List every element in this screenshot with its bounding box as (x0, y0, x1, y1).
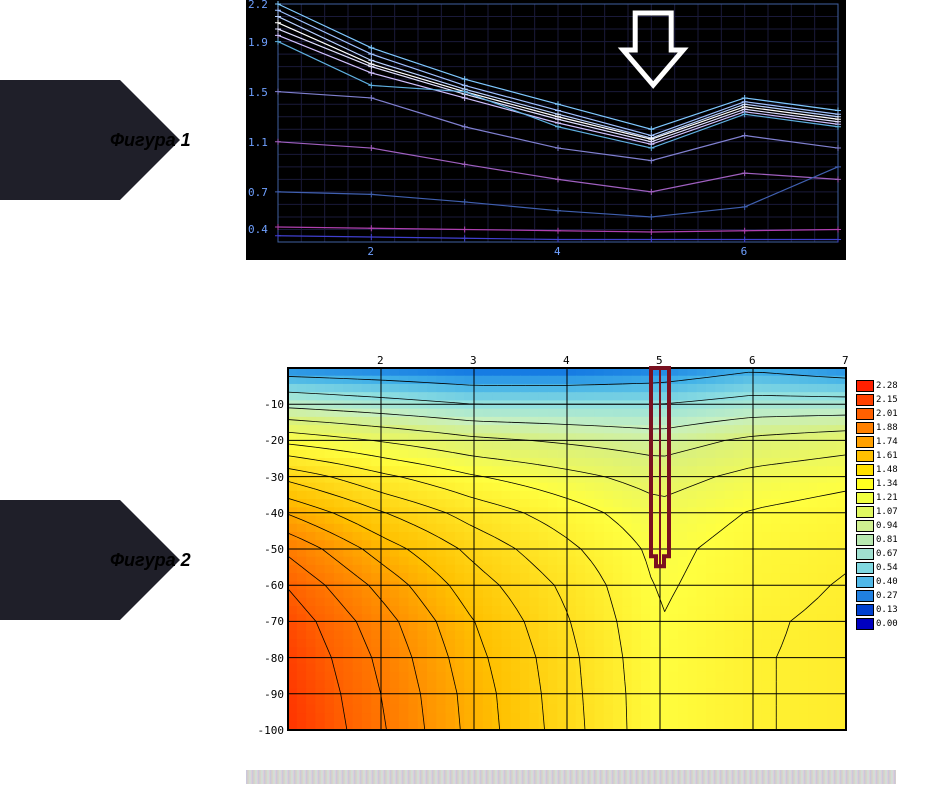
legend-swatch-icon (856, 506, 874, 518)
figure2-legend-item: 1.07 (856, 506, 898, 518)
figure1-line-chart: 0.4 0.7 1.1 1.5 1.9 2.2 2 4 6 (246, 0, 846, 260)
legend-swatch-icon (856, 548, 874, 560)
legend-value: 1.74 (876, 437, 898, 447)
figure2-legend-item: 0.67 (856, 548, 898, 560)
figure2-xtick: 4 (563, 354, 570, 367)
legend-value: 1.34 (876, 479, 898, 489)
legend-value: 0.94 (876, 521, 898, 531)
figure2-legend-item: 0.27 (856, 590, 898, 602)
legend-value: 0.40 (876, 577, 898, 587)
legend-value: 1.61 (876, 451, 898, 461)
legend-swatch-icon (856, 492, 874, 504)
figure1-xtick: 6 (741, 245, 748, 258)
figure2-legend-item: 0.00 (856, 618, 898, 630)
figure2-ytick: -100 (258, 724, 285, 737)
figure2-legend-item: 1.34 (856, 478, 898, 490)
figure2-legend-item: 2.01 (856, 408, 898, 420)
figure1-ytick: 1.5 (248, 86, 268, 99)
figure2-ytick: -80 (264, 652, 284, 665)
figure2-ytick: -60 (264, 579, 284, 592)
figure2-heatmap: -10 -20 -30 -40 -50 -60 -70 -80 -90 -100 2 3 4 5 6 7 2.2… (246, 350, 896, 740)
legend-value: 2.28 (876, 381, 898, 391)
legend-swatch-icon (856, 618, 874, 630)
legend-value: 0.81 (876, 535, 898, 545)
legend-value: 2.01 (876, 409, 898, 419)
figure2-xtick: 5 (656, 354, 663, 367)
figure2-legend-item: 2.28 (856, 380, 898, 392)
legend-swatch-icon (856, 534, 874, 546)
figure2-legend-item: 1.74 (856, 436, 898, 448)
figure2-legend-item: 0.13 (856, 604, 898, 616)
figure2-legend-item: 1.61 (856, 450, 898, 462)
figure2-pointer-badge (0, 500, 120, 620)
legend-value: 0.54 (876, 563, 898, 573)
figure2-legend-item: 2.15 (856, 394, 898, 406)
figure2-ytick: -90 (264, 688, 284, 701)
figure2-ytick: -50 (264, 543, 284, 556)
figure1-ytick: 1.1 (248, 136, 268, 149)
legend-value: 0.27 (876, 591, 898, 601)
legend-swatch-icon (856, 576, 874, 588)
legend-value: 1.21 (876, 493, 898, 503)
legend-value: 0.00 (876, 619, 898, 629)
figure2-xtick: 6 (749, 354, 756, 367)
figure2-xtick: 2 (377, 354, 384, 367)
legend-value: 0.67 (876, 549, 898, 559)
figure1-pointer-badge (0, 80, 120, 200)
legend-swatch-icon (856, 422, 874, 434)
figure2-xtick: 3 (470, 354, 477, 367)
figure2-legend-item: 1.21 (856, 492, 898, 504)
figure2-legend-item: 1.88 (856, 422, 898, 434)
figure2-xtick: 7 (842, 354, 849, 367)
legend-value: 1.48 (876, 465, 898, 475)
figure2-legend-item: 0.40 (856, 576, 898, 588)
figure2-ytick: -40 (264, 507, 284, 520)
noise-strip (246, 770, 896, 784)
legend-swatch-icon (856, 590, 874, 602)
figure2-ytick: -20 (264, 434, 284, 447)
figure1-xtick: 4 (554, 245, 561, 258)
legend-swatch-icon (856, 604, 874, 616)
legend-swatch-icon (856, 562, 874, 574)
figure1-label: Фигура 1 (110, 130, 191, 151)
legend-swatch-icon (856, 450, 874, 462)
legend-swatch-icon (856, 464, 874, 476)
figure2-label: Фигура 2 (110, 550, 191, 571)
legend-swatch-icon (856, 436, 874, 448)
legend-value: 2.15 (876, 395, 898, 405)
figure1-ytick: 2.2 (248, 0, 268, 11)
figure1-ytick: 1.9 (248, 36, 268, 49)
figure2-legend-item: 0.81 (856, 534, 898, 546)
figure2-ytick: -70 (264, 615, 284, 628)
figure1-ytick: 0.7 (248, 186, 268, 199)
figure2-ytick: -10 (264, 398, 284, 411)
legend-value: 1.88 (876, 423, 898, 433)
figure2-legend-item: 0.54 (856, 562, 898, 574)
legend-swatch-icon (856, 380, 874, 392)
legend-swatch-icon (856, 408, 874, 420)
figure1-ytick: 0.4 (248, 223, 268, 236)
figure2-legend-item: 1.48 (856, 464, 898, 476)
legend-swatch-icon (856, 394, 874, 406)
figure2-legend-item: 0.94 (856, 520, 898, 532)
legend-swatch-icon (856, 478, 874, 490)
legend-swatch-icon (856, 520, 874, 532)
legend-value: 0.13 (876, 605, 898, 615)
figure1-xtick: 2 (367, 245, 374, 258)
legend-value: 1.07 (876, 507, 898, 517)
figure2-ytick: -30 (264, 471, 284, 484)
